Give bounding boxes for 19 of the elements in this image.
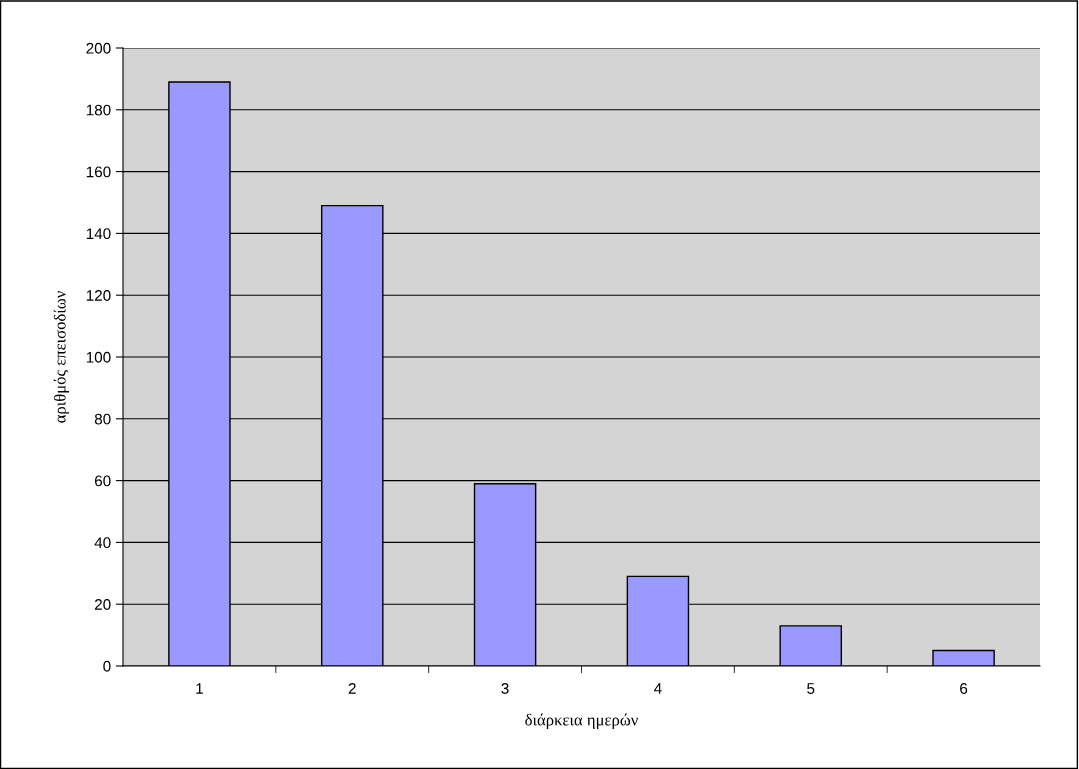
y-tick-label: 180: [86, 104, 111, 116]
x-tick-label: 6: [960, 683, 968, 694]
y-tick-label: 100: [86, 351, 111, 363]
y-tick-label: 0: [103, 660, 111, 672]
y-tick-label: 60: [94, 475, 111, 487]
y-tick-label: 160: [86, 166, 111, 178]
y-axis-title: αριθμός επεισοδίων: [53, 291, 70, 423]
x-tick-label: 5: [807, 683, 815, 694]
y-tick-label: 80: [94, 413, 111, 425]
x-tick-label: 1: [196, 683, 203, 694]
x-axis-title: διάρκεια ημερών: [525, 713, 638, 729]
y-tick-label: 140: [86, 228, 111, 240]
x-tick-label: 2: [348, 683, 356, 694]
x-tick-label: 4: [654, 683, 662, 694]
y-tick-label: 20: [94, 599, 111, 610]
x-tick-label: 3: [501, 683, 509, 694]
y-tick-label: 40: [94, 537, 111, 549]
y-tick-label: 200: [86, 42, 111, 54]
y-tick-label: 120: [86, 290, 111, 301]
